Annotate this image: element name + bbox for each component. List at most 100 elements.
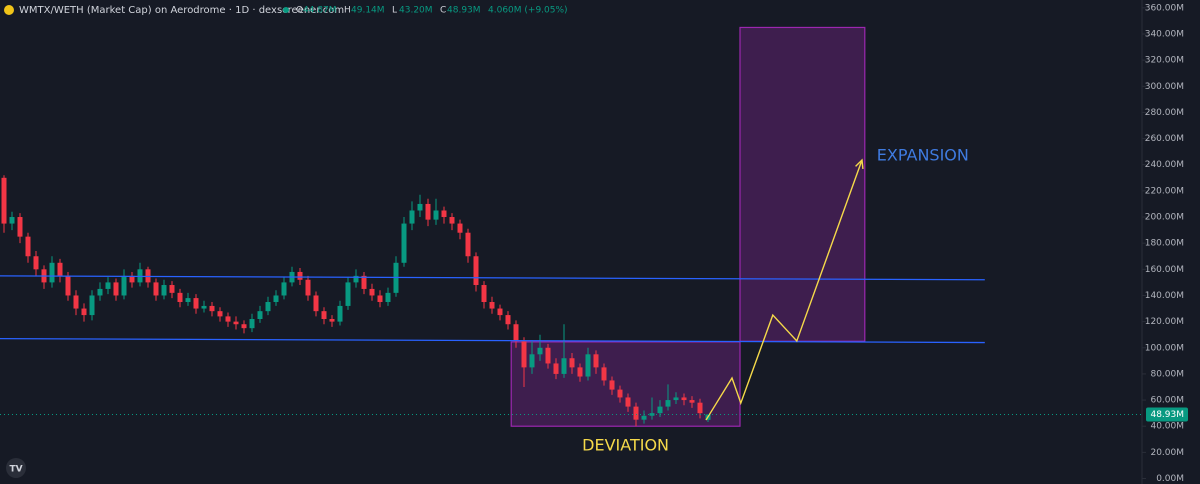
candle-body	[313, 295, 319, 312]
candle-body	[337, 305, 343, 322]
candle-body	[481, 285, 487, 303]
candle-body	[241, 324, 247, 329]
y-tick-label: 100.00M	[1145, 343, 1184, 353]
candle-body	[209, 305, 215, 312]
candle-body	[665, 400, 671, 407]
projection-path	[705, 159, 863, 421]
candle-body	[161, 285, 167, 296]
candle-body	[681, 397, 687, 401]
chart-title: WMTX/WETH (Market Cap) on Aerodrome · 1D…	[19, 5, 344, 16]
candle-body	[489, 302, 495, 309]
candle-body	[433, 210, 439, 220]
y-tick-label: 180.00M	[1145, 239, 1184, 249]
candle-body	[25, 236, 31, 257]
candle-body	[385, 292, 391, 303]
candle-body	[353, 275, 359, 283]
y-tick-label: 20.00M	[1150, 448, 1184, 458]
candle-body	[553, 363, 559, 374]
candle-body	[49, 262, 55, 283]
level-line	[0, 275, 985, 281]
candle-body	[57, 262, 63, 276]
candle-body	[73, 295, 79, 309]
candle-body	[409, 210, 415, 224]
candle-body	[321, 311, 327, 320]
candle-body	[505, 315, 511, 325]
candle-body	[561, 358, 567, 374]
candle-body	[585, 354, 591, 377]
candle-body	[17, 217, 23, 237]
candle-body	[265, 302, 271, 312]
zone-label: EXPANSION	[877, 146, 969, 165]
candle-body	[617, 389, 623, 398]
candle-body	[217, 311, 223, 317]
change: 4.060M (+9.05%)	[488, 6, 568, 16]
stat-value: 43.20M	[399, 6, 433, 16]
candle-body	[425, 203, 431, 220]
candle-body	[1, 177, 7, 224]
candle-body	[329, 319, 335, 322]
candle-body	[169, 285, 175, 293]
zone-label: DEVIATION	[582, 436, 669, 455]
candle-body	[129, 275, 135, 283]
candle-body	[473, 256, 479, 286]
candle-body	[633, 406, 639, 420]
status-dot	[283, 7, 289, 13]
svg-text:TV: TV	[9, 465, 22, 475]
candle-body	[89, 295, 95, 316]
y-tick-label: 360.00M	[1145, 3, 1184, 13]
candle-body	[177, 292, 183, 303]
candle-body	[625, 397, 631, 407]
candle-body	[377, 295, 383, 303]
candle-body	[537, 347, 543, 355]
y-tick-label: 220.00M	[1145, 186, 1184, 196]
candle-body	[465, 232, 471, 257]
candle-body	[201, 305, 207, 309]
stat-label: C	[440, 6, 446, 16]
candle-body	[673, 397, 679, 401]
y-tick-label: 300.00M	[1145, 82, 1184, 92]
arrow-head	[855, 158, 864, 170]
candle-body	[97, 288, 103, 296]
last-price-tag	[1146, 407, 1188, 422]
candle-body	[401, 223, 407, 263]
candle-body	[545, 347, 551, 364]
candle-body	[273, 295, 279, 303]
stat-value: 44.87M	[303, 6, 337, 16]
candle-body	[65, 275, 71, 296]
candle-body	[121, 275, 127, 296]
stat-value: 49.14M	[351, 6, 385, 16]
y-tick-label: 40.00M	[1150, 422, 1184, 432]
candle-body	[369, 288, 375, 296]
candle-body	[593, 354, 599, 368]
candle-body	[297, 271, 303, 280]
stat-label: L	[392, 6, 397, 16]
y-tick-label: 260.00M	[1145, 134, 1184, 144]
candle-body	[305, 279, 311, 296]
candle-body	[9, 217, 15, 224]
y-tick-label: 80.00M	[1150, 369, 1184, 379]
candle-body	[521, 341, 527, 368]
candle-body	[257, 311, 263, 320]
candle-body	[529, 354, 535, 368]
y-tick-label: 120.00M	[1145, 317, 1184, 327]
candle-body	[185, 298, 191, 303]
y-tick-label: 60.00M	[1150, 396, 1184, 406]
level-line	[0, 337, 985, 344]
candle-body	[249, 319, 255, 329]
candle-body	[609, 380, 615, 390]
candle-body	[497, 308, 503, 316]
candle-body	[81, 308, 87, 316]
candle-body	[457, 223, 463, 233]
candle-body	[513, 324, 519, 342]
y-tick-label: 140.00M	[1145, 291, 1184, 301]
candle-body	[657, 406, 663, 414]
candle-body	[441, 210, 447, 218]
logo-icon	[4, 5, 14, 15]
last-price-label: 48.93M	[1150, 410, 1184, 420]
y-tick-label: 320.00M	[1145, 56, 1184, 66]
candle-body	[689, 400, 695, 403]
stat-value: 48.93M	[447, 6, 481, 16]
stat-label: O	[296, 6, 303, 16]
candle-body	[601, 367, 607, 381]
